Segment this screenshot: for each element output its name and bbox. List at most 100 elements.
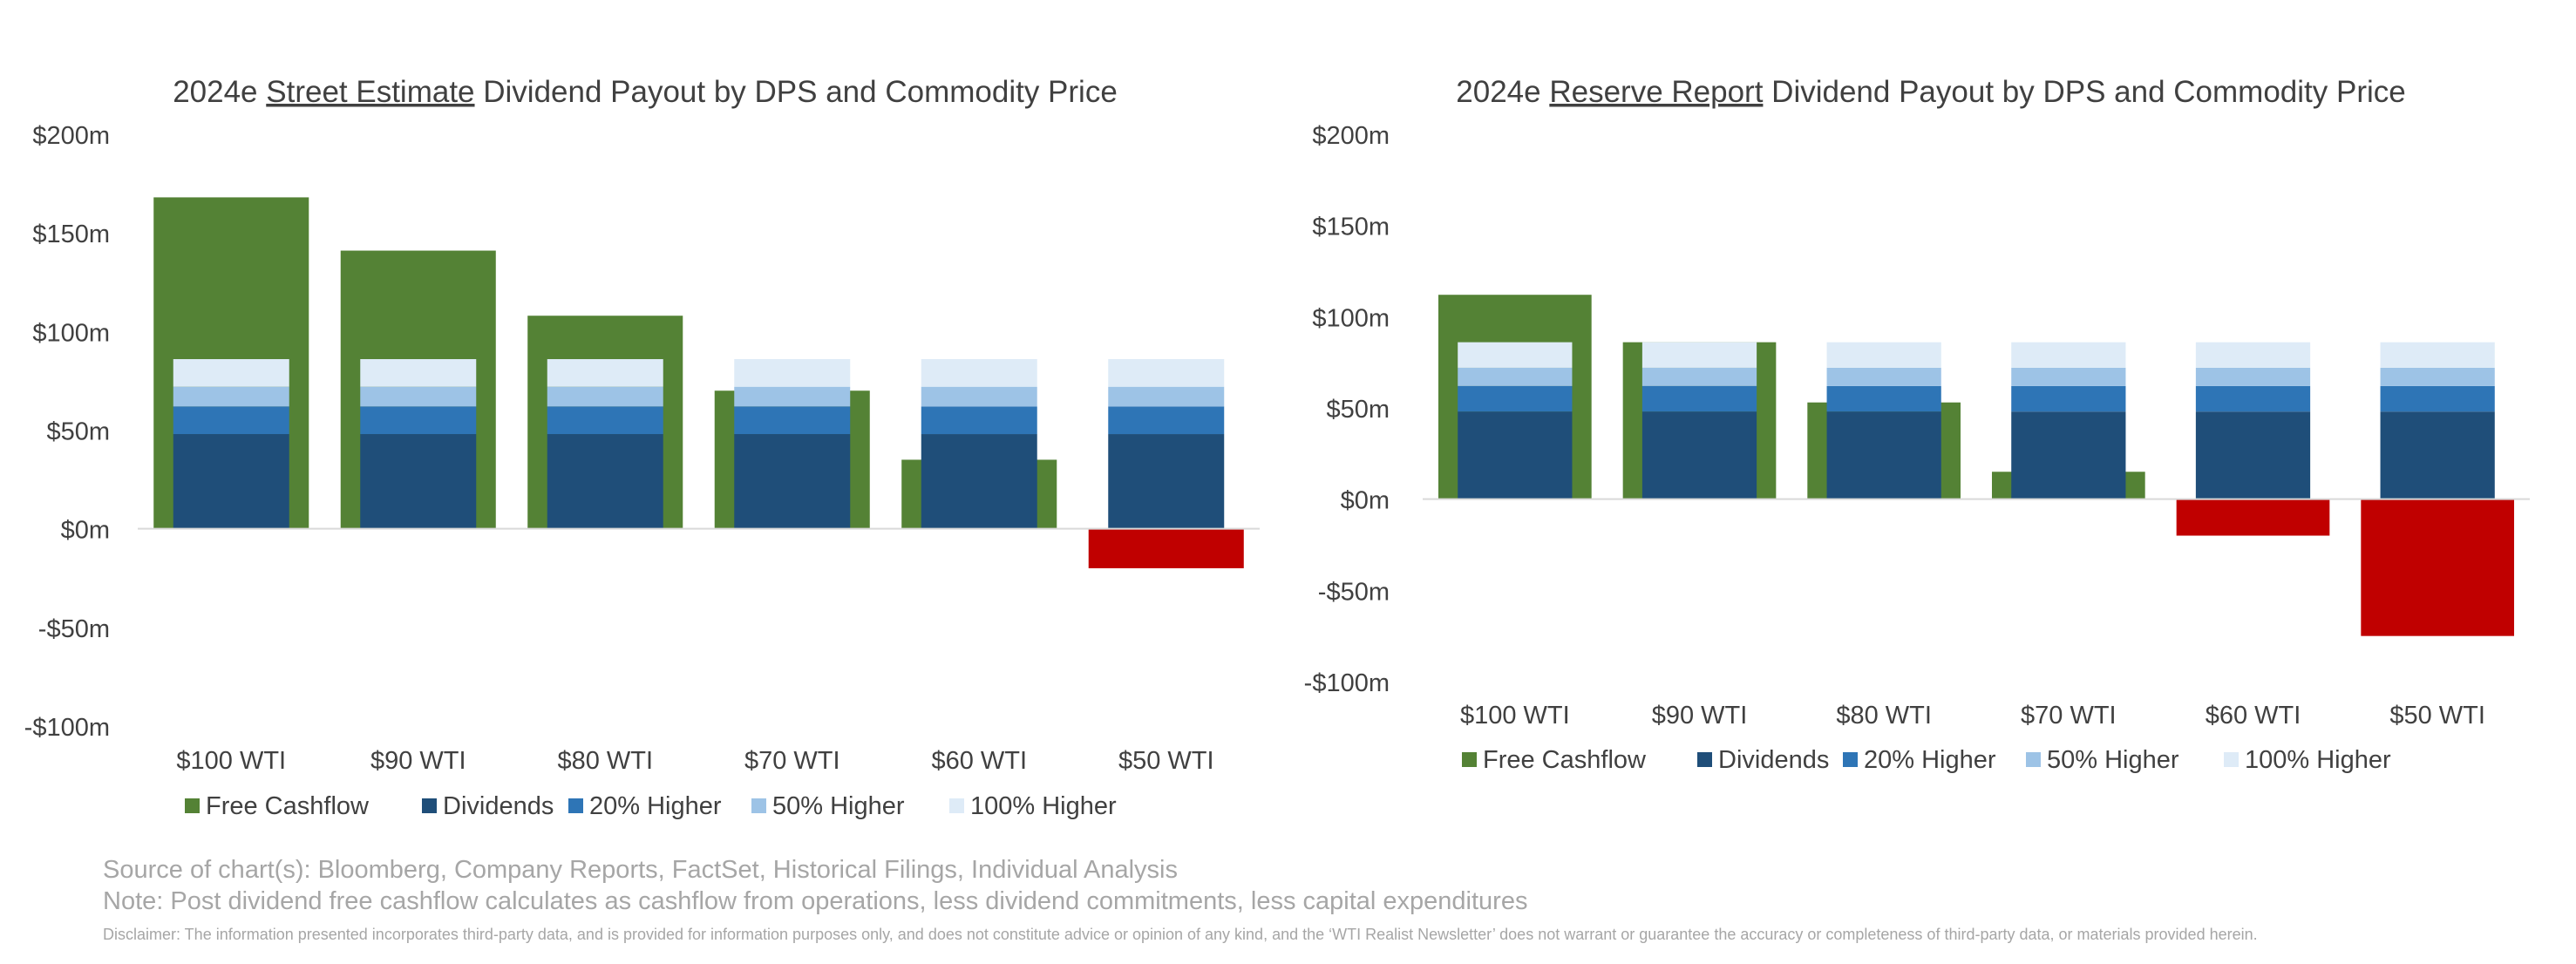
x-tick-label: $90 WTI: [370, 747, 466, 775]
y-tick-label: $100m: [32, 319, 110, 347]
bar-20-higher: [2380, 385, 2495, 412]
bar-100-higher: [1826, 342, 1941, 368]
y-tick-label: $100m: [1312, 304, 1390, 332]
y-tick-label: $150m: [32, 221, 110, 248]
disclaimer-text: Disclaimer: The information presented in…: [103, 926, 2258, 943]
bar-dividends: [360, 434, 477, 529]
bar-dividends: [2011, 411, 2126, 499]
chart-title-prefix: 2024e: [1456, 75, 1549, 109]
y-tick-label: $200m: [1312, 122, 1390, 150]
bar-100-higher: [2195, 342, 2311, 368]
bar-20-higher: [1458, 385, 1573, 412]
bar-100-higher: [173, 359, 289, 387]
y-tick-label: -$100m: [24, 714, 110, 742]
bar-dividends: [1826, 411, 1941, 499]
bar-50-higher: [2195, 367, 2311, 386]
legend-swatch: [1462, 752, 1477, 767]
bar-100-higher: [1108, 359, 1225, 387]
legend-swatch: [751, 798, 766, 813]
legend-swatch: [185, 798, 200, 813]
bar-dividends: [921, 434, 1037, 529]
legend-label: 50% Higher: [772, 792, 905, 820]
x-tick-label: $70 WTI: [744, 747, 840, 775]
legend-label: Dividends: [443, 792, 554, 820]
y-tick-label: $150m: [1312, 214, 1390, 241]
legend-label: Free Cashflow: [1483, 746, 1647, 774]
bar-dividends: [1108, 434, 1225, 529]
legend-label: 100% Higher: [2245, 746, 2391, 774]
x-tick-label: $90 WTI: [1652, 702, 1748, 730]
bar-20-higher: [734, 406, 851, 435]
legend-label: Free Cashflow: [206, 792, 370, 820]
legend-swatch: [1843, 752, 1858, 767]
x-tick-label: $50 WTI: [2389, 702, 2485, 730]
bar-20-higher: [173, 406, 289, 435]
bar-20-higher: [547, 406, 663, 435]
x-tick-label: $60 WTI: [2206, 702, 2301, 730]
bar-50-higher: [921, 386, 1037, 407]
reserve-report-chart: 2024e Reserve Report Dividend Payout by …: [1304, 75, 2530, 774]
bar-100-higher: [547, 359, 663, 387]
bar-free-cashflow: [2361, 499, 2515, 636]
x-tick-label: $80 WTI: [557, 747, 653, 775]
bar-100-higher: [360, 359, 477, 387]
bar-100-higher: [2380, 342, 2495, 368]
bar-dividends: [734, 434, 851, 529]
bar-20-higher: [360, 406, 477, 435]
chart-title: 2024e Reserve Report Dividend Payout by …: [1456, 75, 2405, 109]
bar-dividends: [1641, 411, 1757, 499]
chart-title-underlined: Reserve Report: [1549, 75, 1763, 109]
bar-100-higher: [734, 359, 851, 387]
bar-50-higher: [2011, 367, 2126, 386]
y-tick-label: -$50m: [1318, 578, 1390, 606]
bar-free-cashflow: [1088, 528, 1244, 568]
bar-50-higher: [1458, 367, 1573, 386]
bar-50-higher: [1641, 367, 1757, 386]
bar-dividends: [2195, 411, 2311, 499]
street-estimate-chart: 2024e Street Estimate Dividend Payout by…: [24, 75, 1260, 820]
bar-50-higher: [1108, 386, 1225, 407]
chart-title-prefix: 2024e: [173, 75, 266, 109]
legend-swatch: [2224, 752, 2239, 767]
legend-label: 20% Higher: [1864, 746, 1996, 774]
y-tick-label: -$50m: [38, 615, 110, 643]
legend-label: 20% Higher: [589, 792, 722, 820]
x-tick-label: $60 WTI: [931, 747, 1027, 775]
legend-swatch: [422, 798, 437, 813]
bar-dividends: [1458, 411, 1573, 499]
bar-20-higher: [1641, 385, 1757, 412]
bar-50-higher: [173, 386, 289, 407]
legend-label: 100% Higher: [970, 792, 1117, 820]
y-tick-label: $50m: [1326, 396, 1390, 424]
legend-swatch: [568, 798, 583, 813]
y-tick-label: $0m: [1341, 487, 1390, 515]
legend-label: Dividends: [1718, 746, 1829, 774]
chart-title: 2024e Street Estimate Dividend Payout by…: [173, 75, 1118, 109]
y-tick-label: $0m: [61, 517, 110, 545]
x-tick-label: $100 WTI: [1460, 702, 1570, 730]
x-tick-label: $80 WTI: [1836, 702, 1932, 730]
bar-100-higher: [921, 359, 1037, 387]
bar-dividends: [2380, 411, 2495, 499]
bar-20-higher: [2195, 385, 2311, 412]
bar-100-higher: [2011, 342, 2126, 368]
note-text: Note: Post dividend free cashflow calcul…: [103, 887, 1528, 915]
x-tick-label: $100 WTI: [176, 747, 286, 775]
bar-20-higher: [1826, 385, 1941, 412]
source-text: Source of chart(s): Bloomberg, Company R…: [103, 856, 1178, 884]
bar-100-higher: [1458, 342, 1573, 368]
bar-dividends: [173, 434, 289, 529]
y-tick-label: $200m: [32, 122, 110, 150]
bar-20-higher: [1108, 406, 1225, 435]
bar-dividends: [547, 434, 663, 529]
bar-50-higher: [1826, 367, 1941, 386]
bar-50-higher: [2380, 367, 2495, 386]
legend-swatch: [2026, 752, 2041, 767]
bar-50-higher: [547, 386, 663, 407]
legend-label: 50% Higher: [2047, 746, 2179, 774]
bar-50-higher: [360, 386, 477, 407]
bar-20-higher: [2011, 385, 2126, 412]
chart-title-suffix: Dividend Payout by DPS and Commodity Pri…: [1763, 75, 2405, 109]
bar-100-higher: [1641, 342, 1757, 368]
chart-title-underlined: Street Estimate: [266, 75, 474, 109]
